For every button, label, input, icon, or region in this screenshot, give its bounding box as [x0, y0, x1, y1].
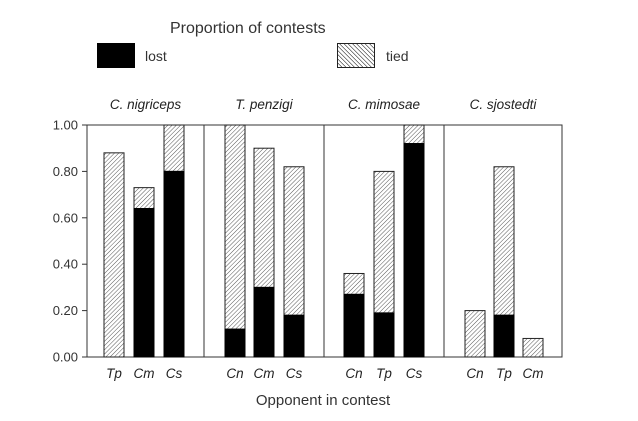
bar-tied [522, 337, 544, 358]
y-tick-label: 0.80 [53, 164, 78, 179]
bar-lost [163, 170, 185, 358]
x-category-label: Cn [345, 366, 362, 381]
x-category-label: Cm [523, 366, 544, 381]
x-category-label: Cs [406, 366, 423, 381]
y-tick-label: 0.20 [53, 303, 78, 318]
y-tick-label: 1.00 [53, 118, 78, 133]
x-category-label: Cn [466, 366, 483, 381]
x-category-label: Cm [134, 366, 155, 381]
bar-lost [403, 143, 425, 358]
x-axis-title: Opponent in contest [256, 392, 391, 409]
bar-tied [283, 166, 305, 316]
bar-lost [133, 208, 155, 358]
x-category-label: Tp [496, 366, 512, 381]
panel-label: T. penzigi [235, 97, 293, 112]
x-category-label: Cm [254, 366, 275, 381]
bar-lost [343, 293, 365, 358]
bar-lost [493, 314, 515, 358]
legend-tied-label: tied [386, 48, 409, 64]
bar-tied [493, 166, 515, 316]
y-tick-label: 0.60 [53, 210, 78, 225]
bar-tied [133, 187, 155, 210]
x-category-label: Tp [106, 366, 122, 381]
plot-area: 0.00 0.20 0.40 0.60 0.80 1.00 C. nigriceps Tp Cm… [53, 97, 563, 381]
panel-label: C. nigriceps [110, 97, 182, 112]
bar-tied [163, 124, 185, 172]
bar-lost [283, 314, 305, 358]
bar-tied [103, 152, 125, 358]
bar-lost [373, 312, 395, 358]
bar-tied [403, 124, 425, 145]
x-category-label: Tp [376, 366, 392, 381]
bar-tied [373, 170, 395, 314]
bar-tied [464, 310, 486, 358]
x-category-label: Cn [226, 366, 243, 381]
bar-tied [253, 147, 275, 288]
panel-label: C. mimosae [348, 97, 420, 112]
y-tick-label: 0.40 [53, 257, 78, 272]
bar-lost [253, 286, 275, 358]
panel-label: C. sjostedti [470, 97, 538, 112]
legend-tied-swatch [337, 43, 375, 68]
legend-lost-swatch [97, 43, 135, 68]
bar-tied [343, 272, 365, 295]
bar-tied [224, 124, 246, 330]
legend-title: Proportion of contests [170, 20, 326, 37]
bar-lost [224, 328, 246, 358]
y-tick-label: 0.00 [53, 350, 78, 365]
x-category-label: Cs [166, 366, 183, 381]
legend-lost-label: lost [145, 48, 167, 64]
x-category-label: Cs [286, 366, 303, 381]
